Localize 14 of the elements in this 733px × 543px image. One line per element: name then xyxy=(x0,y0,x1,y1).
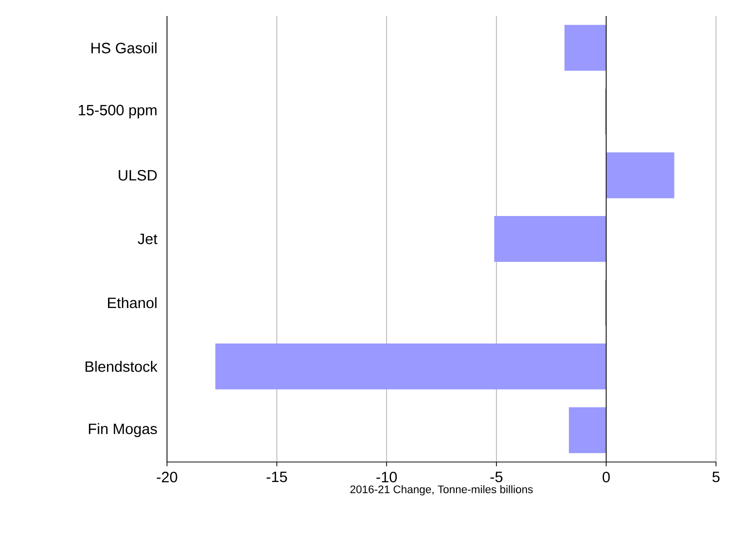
x-tick-label: -15 xyxy=(266,472,287,482)
x-tick-label: -5 xyxy=(490,472,502,482)
y-tick-label: Blendstock xyxy=(86,360,158,372)
y-tick-label: Ethanol xyxy=(108,297,156,308)
x-axis-title: 2016-21 Change, Tonne-miles billions xyxy=(350,485,533,496)
x-tick-label: 5 xyxy=(712,472,720,482)
y-tick-label: 15-500 ppm xyxy=(78,104,156,118)
y-tick-label: Jet xyxy=(138,234,158,244)
x-tick-label: -10 xyxy=(376,472,397,482)
y-tick-label: Fin Mogas xyxy=(88,423,157,438)
y-tick-label: HS Gasoil xyxy=(91,42,156,54)
x-tick-label: -20 xyxy=(156,472,178,482)
x-tick-label: 0 xyxy=(602,472,610,482)
y-tick-label: ULSD xyxy=(118,170,157,181)
